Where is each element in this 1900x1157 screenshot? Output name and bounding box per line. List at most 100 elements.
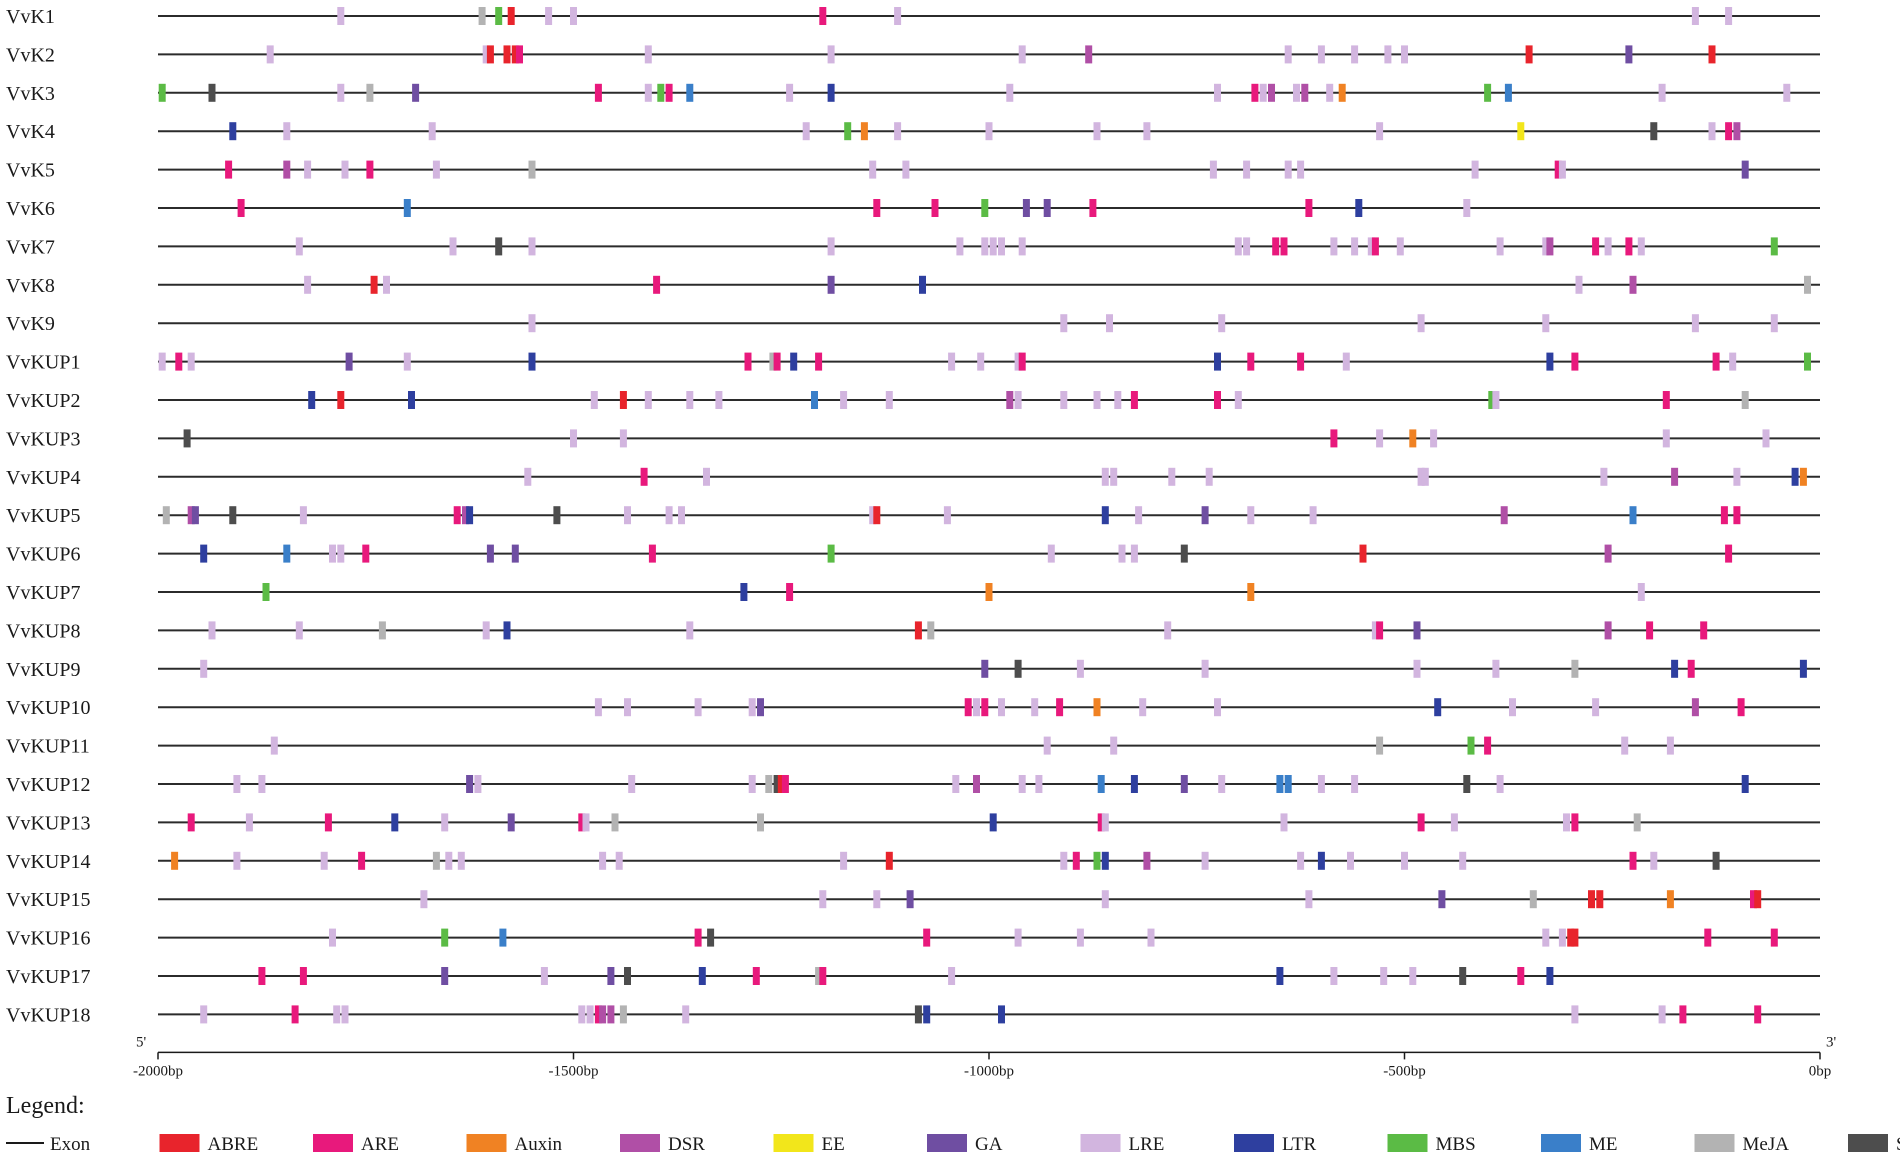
element-lre: [1135, 506, 1143, 525]
element-ga: [1741, 160, 1749, 179]
element-ga: [827, 275, 835, 294]
element-meja: [1804, 275, 1811, 294]
element-lre: [943, 506, 951, 525]
element-are: [578, 813, 586, 832]
element-lre: [1463, 199, 1471, 217]
element-ltr: [1130, 775, 1138, 793]
gene-label: VvK6: [6, 198, 55, 220]
element-ga: [441, 967, 449, 985]
gene-label: VvKUP6: [6, 544, 80, 566]
x-tick-label: -500bp: [1383, 1063, 1426, 1079]
element-lre: [1770, 314, 1778, 333]
element-ga: [1201, 506, 1209, 525]
element-mbs: [1484, 83, 1492, 102]
element-me: [1097, 775, 1105, 793]
element-lre: [1571, 1005, 1579, 1024]
element-lre: [678, 506, 685, 525]
element-are: [237, 199, 245, 217]
element-lre: [1509, 698, 1516, 717]
element-lre: [1401, 45, 1408, 64]
element-lre: [827, 237, 835, 256]
element-lre: [1725, 7, 1733, 25]
legend-swatch: [620, 1134, 660, 1152]
element-ltr: [1214, 352, 1221, 371]
element-lre: [1342, 352, 1350, 371]
element-lre: [586, 1005, 594, 1024]
element-me: [283, 544, 291, 563]
element-lre: [1209, 160, 1217, 179]
element-ltr: [1741, 775, 1749, 793]
element-are: [873, 199, 881, 217]
element-lre: [1637, 237, 1645, 256]
element-lre: [578, 1005, 586, 1024]
gene-label: VvKUP15: [6, 889, 90, 911]
gene-label: VvKUP10: [6, 697, 90, 719]
element-lre: [320, 851, 328, 870]
element-ltr: [698, 967, 706, 985]
element-are: [175, 352, 183, 371]
element-are: [1247, 352, 1255, 371]
gene-row-vvkup16: VvKUP16: [6, 928, 1820, 950]
element-lre: [482, 621, 490, 640]
gene-row-vvk3: VvK3: [6, 83, 1820, 105]
element-lre: [1130, 544, 1138, 563]
element-ltr: [466, 506, 474, 525]
element-lre: [1600, 467, 1608, 486]
element-ga: [607, 967, 615, 985]
element-are: [1625, 237, 1633, 256]
element-lre: [985, 122, 993, 141]
element-sa: [1014, 659, 1022, 678]
x-tick-label: -1500bp: [549, 1063, 599, 1079]
element-lre: [1259, 83, 1267, 102]
element-lre: [644, 391, 652, 409]
gene-label: VvKUP2: [6, 390, 80, 412]
element-meja: [378, 621, 386, 640]
element-ltr: [408, 391, 415, 409]
element-lre: [869, 506, 877, 525]
element-sa: [229, 506, 237, 525]
element-mbs: [495, 7, 503, 25]
element-ga: [1180, 775, 1188, 793]
element-ltr: [1799, 659, 1807, 678]
gene-label: VvK4: [6, 121, 55, 143]
element-lre: [1367, 237, 1375, 256]
element-are: [1592, 237, 1600, 256]
element-lre: [545, 7, 553, 25]
element-lre: [1691, 7, 1699, 25]
element-lre: [956, 237, 964, 256]
element-are: [1376, 621, 1384, 640]
element-are: [1725, 122, 1733, 141]
legend-swatch: [1387, 1134, 1428, 1152]
element-lre: [1101, 813, 1109, 832]
element-lre: [977, 352, 985, 371]
legend-label: GA: [975, 1134, 1003, 1155]
element-are: [1089, 199, 1097, 217]
element-meja: [1741, 391, 1749, 409]
element-lre: [840, 391, 848, 409]
gene-row-vvkup8: VvKUP8: [6, 620, 1820, 642]
element-abre: [1754, 890, 1762, 909]
element-lre: [948, 352, 956, 371]
element-are: [1571, 352, 1579, 371]
element-are: [1750, 890, 1757, 909]
element-are: [1704, 928, 1712, 947]
element-ltr: [1355, 199, 1363, 217]
element-lre: [1417, 467, 1425, 486]
element-lre: [715, 391, 723, 409]
gene-row-vvkup14: VvKUP14: [6, 851, 1820, 873]
element-sa: [553, 506, 561, 525]
gene-row-vvk7: VvK7: [6, 236, 1820, 258]
gene-row-vvkup17: VvKUP17: [6, 966, 1820, 988]
element-are: [362, 544, 370, 563]
element-meja: [528, 160, 536, 179]
element-auxin: [1799, 467, 1807, 486]
element-ltr: [1546, 967, 1554, 985]
element-lre: [1018, 775, 1026, 793]
element-lre: [270, 736, 278, 755]
element-lre: [337, 7, 345, 25]
element-lre: [1317, 45, 1325, 64]
element-lre: [1542, 928, 1550, 947]
element-lre: [1297, 851, 1305, 870]
element-lre: [1060, 391, 1068, 409]
element-lre: [403, 352, 411, 371]
